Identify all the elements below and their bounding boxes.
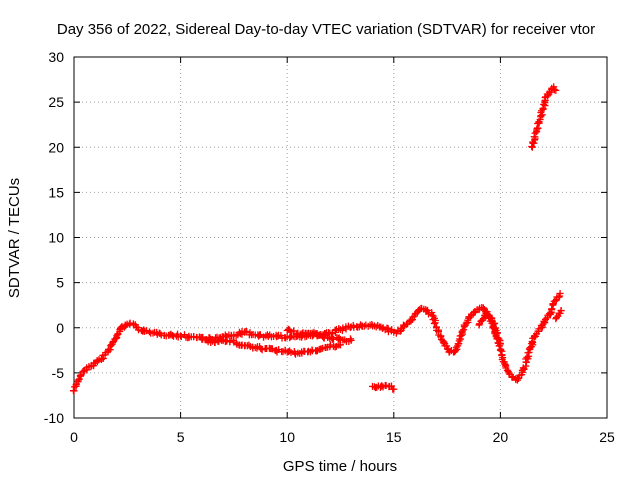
data-point [451,347,459,355]
data-point [74,376,82,384]
y-tick-label: -10 [44,410,64,426]
data-point [533,125,541,133]
data-point [528,143,536,151]
data-point [495,335,503,343]
data-point [223,337,231,345]
y-tick-label: 0 [56,320,64,336]
data-point [332,328,340,336]
data-point [515,374,523,382]
x-tick-label: 15 [386,429,402,445]
data-point [341,336,349,344]
data-point [440,338,448,346]
x-tick-labels: 0 5 10 15 20 25 [70,429,615,445]
data-point [505,369,513,377]
data-point [346,335,354,343]
data-point [290,327,298,335]
x-tick-label: 20 [493,429,509,445]
data-point [126,319,134,327]
x-axis-label: GPS time / hours [283,458,397,475]
data-point [149,329,157,337]
data-point [556,289,564,297]
data-point [493,330,501,338]
data-point [76,372,84,380]
axis-ticks [73,56,608,419]
data-point [80,367,88,375]
y-tick-label: -5 [52,365,65,381]
data-point [258,346,266,354]
chart-title: Day 356 of 2022, Sidereal Day-to-day VTE… [57,21,595,38]
data-point [326,341,334,349]
data-point [390,385,398,393]
y-tick-label: 25 [48,94,64,110]
data-point [557,307,565,315]
x-tick-label: 10 [279,429,295,445]
data-point [329,335,337,343]
data-point [458,327,466,335]
data-point [156,329,164,337]
y-tick-label: 5 [56,275,64,291]
data-point [399,321,407,329]
data-point [425,310,433,318]
data-point [496,346,504,354]
data-point [339,324,347,332]
grid [74,57,607,418]
data-point [245,341,253,349]
y-axis-label: SDTVAR / TECUs [6,178,23,298]
data-point [69,387,77,395]
x-tick-label: 0 [70,429,78,445]
data-point [255,332,263,340]
data-point [462,319,470,327]
data-point [424,306,432,314]
x-tick-label: 5 [177,429,185,445]
x-tick-label: 25 [599,429,615,445]
y-tick-label: 20 [48,139,64,155]
data-point [243,342,251,350]
data-point [552,313,560,321]
data-point [491,325,499,333]
data-point [552,86,560,94]
data-point [555,293,563,301]
data-point [457,331,465,339]
data-point [211,339,219,347]
data-point [496,340,504,348]
data-points [69,83,565,395]
data-point [431,319,439,327]
data-point [548,305,556,313]
data-point [335,334,343,342]
data-point [168,331,176,339]
data-point [122,322,130,330]
y-tick-label: 10 [48,230,64,246]
data-point [177,332,185,340]
y-tick-labels: -10 -5 0 5 10 15 20 25 30 [44,49,64,426]
data-point [407,317,415,325]
y-tick-label: 30 [48,49,64,65]
data-point [347,336,355,344]
y-tick-label: 15 [48,184,64,200]
